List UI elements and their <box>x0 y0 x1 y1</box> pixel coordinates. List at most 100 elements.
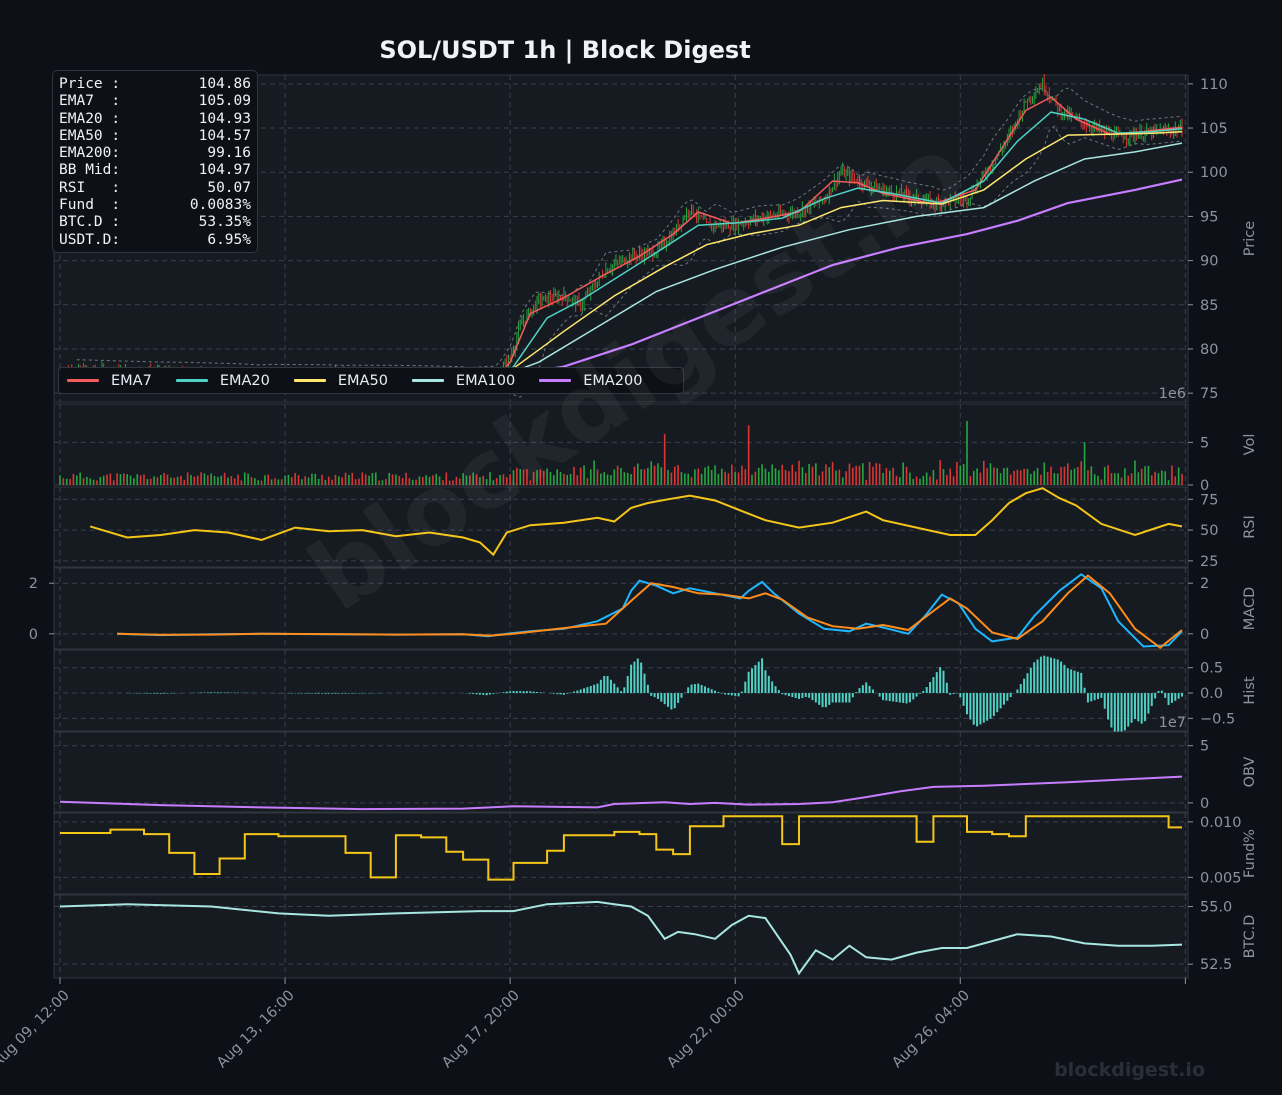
hist-bar <box>539 692 542 694</box>
volume-bar <box>519 468 522 485</box>
volume-bar <box>835 470 837 485</box>
hist-bar <box>808 693 811 698</box>
volume-bar <box>939 460 941 485</box>
hist-bar <box>976 693 979 727</box>
volume-bar <box>448 480 451 485</box>
hist-bar <box>740 691 743 694</box>
hist-bar <box>952 693 955 695</box>
volume-bar <box>65 478 68 485</box>
hist-bar <box>942 670 945 694</box>
y-tick-label-left: 0 <box>29 627 38 643</box>
hist-bar <box>1177 693 1180 699</box>
volume-bar <box>512 470 515 485</box>
panel-hist <box>53 649 1189 732</box>
volume-bar <box>606 474 609 485</box>
volume-bar <box>217 476 219 485</box>
readout-value: 0.0083% <box>189 197 251 214</box>
hist-bar <box>341 693 344 694</box>
volume-bar <box>166 474 169 485</box>
legend-swatch <box>67 379 99 382</box>
hist-bar <box>576 690 579 694</box>
hist-bar <box>986 693 989 721</box>
volume-bar <box>371 473 374 485</box>
volume-bar <box>529 480 532 485</box>
volume-bar <box>368 475 370 485</box>
hist-bar <box>613 683 616 694</box>
volume-bar <box>841 477 844 485</box>
volume-bar <box>465 475 468 485</box>
volume-bar <box>532 471 535 485</box>
volume-bar <box>878 463 881 485</box>
hist-bar <box>515 691 518 694</box>
volume-bar <box>959 465 962 485</box>
hist-bar <box>858 688 861 694</box>
volume-bar <box>1090 466 1093 485</box>
hist-bar <box>885 693 888 701</box>
volume-bar <box>435 473 438 485</box>
hist-bar <box>1093 693 1096 701</box>
volume-bar <box>1036 468 1039 485</box>
panel-obv <box>53 731 1189 813</box>
volume-bar <box>341 477 343 485</box>
volume-bar <box>989 463 992 485</box>
readout-row: BTC.D : 53.35% <box>59 214 251 231</box>
volume-bar <box>422 477 424 485</box>
volume-bar <box>1100 479 1103 485</box>
volume-bar <box>566 474 569 485</box>
volume-bar <box>848 463 851 485</box>
volume-bar <box>143 474 145 485</box>
hist-bar <box>1002 693 1005 705</box>
volume-bar <box>1033 471 1035 485</box>
volume-bar <box>774 468 777 485</box>
hist-bar <box>223 692 226 694</box>
volume-bar <box>1016 469 1019 485</box>
hist-bar <box>697 683 700 694</box>
hist-bar <box>589 685 592 694</box>
volume-bar <box>1013 470 1015 485</box>
y-axis-label: RSI <box>1242 515 1258 539</box>
volume-bar <box>1093 474 1096 485</box>
volume-bar <box>133 478 135 485</box>
volume-bar <box>657 463 659 485</box>
volume-bar <box>542 470 545 485</box>
bollinger-upper <box>76 87 1181 369</box>
volume-bar <box>338 476 340 485</box>
volume-bar <box>653 465 656 485</box>
volume-bar <box>442 480 444 485</box>
hist-bar <box>861 685 864 694</box>
volume-bar <box>1120 477 1123 485</box>
line-ema7 <box>59 96 1183 379</box>
hist-bar <box>1006 693 1009 701</box>
hist-bar <box>559 693 562 695</box>
hist-bar <box>892 693 895 702</box>
volume-bar <box>1003 468 1005 485</box>
volume-bar <box>1056 473 1059 485</box>
volume-bar <box>314 473 317 485</box>
legend-item: EMA20 <box>175 373 270 389</box>
hist-bar <box>724 693 727 695</box>
volume-bar <box>636 463 639 485</box>
hist-bar <box>915 693 918 697</box>
volume-bar <box>690 477 693 485</box>
hist-bar <box>747 671 750 694</box>
volume-bar <box>1026 468 1029 485</box>
volume-bar <box>378 480 380 485</box>
volume-bar <box>1030 473 1032 485</box>
volume-bar <box>919 478 921 485</box>
hist-bar <box>798 693 801 699</box>
hist-bar <box>1170 693 1173 703</box>
hist-bar <box>663 693 666 705</box>
legend-item: EMA50 <box>293 373 388 389</box>
hist-bar <box>1130 693 1133 723</box>
readout-row: EMA50 : 104.57 <box>59 128 251 145</box>
volume-bar <box>102 475 105 485</box>
hist-bar <box>714 690 717 694</box>
volume-bar <box>482 475 485 485</box>
line-signal <box>117 574 1183 649</box>
volume-bar <box>1157 473 1160 485</box>
volume-bar <box>475 474 478 485</box>
volume-bar <box>593 460 595 485</box>
volume-bar <box>479 477 481 485</box>
hist-bar <box>908 693 911 703</box>
